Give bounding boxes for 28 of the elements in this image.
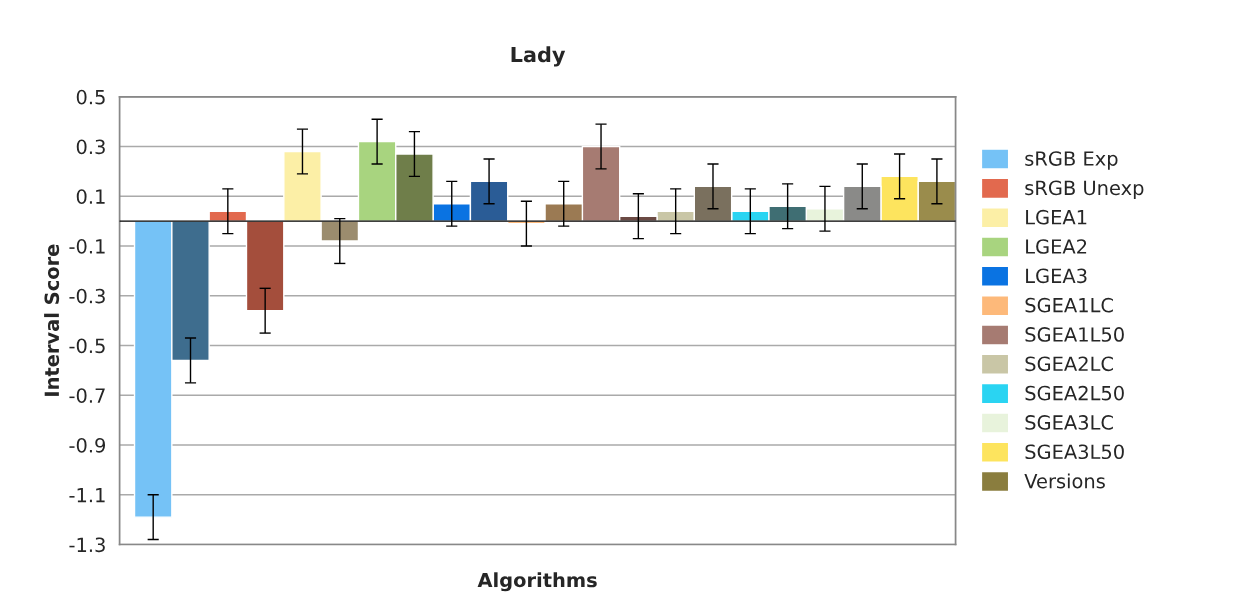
y-tick-label: -0.1 (69, 238, 105, 254)
y-tick-label: -0.9 (69, 437, 106, 453)
legend-label: LGEA1 (1026, 209, 1087, 225)
legend-label: LGEA2 (1026, 239, 1087, 254)
bar (320, 220, 360, 242)
bar (245, 220, 285, 312)
legend-label: SGEA1L50 (1025, 327, 1124, 342)
y-tick-label: -0.7 (69, 388, 105, 403)
legend-label: SGEA3LC (1025, 415, 1113, 430)
legend-label: LGEA3 (1026, 268, 1087, 284)
y-tick-label: -1.3 (69, 537, 105, 553)
legend-label: SGEA2L50 (1025, 385, 1124, 401)
y-tick-label: -1.1 (69, 487, 105, 503)
x-axis-title: Algorithms (477, 572, 597, 592)
legend-label: SGEA3L50 (1025, 444, 1124, 460)
y-axis-title: Interval Score (44, 244, 60, 396)
y-tick-label: 0.5 (76, 89, 105, 105)
bar (283, 150, 322, 222)
y-tick-label: -0.3 (69, 288, 105, 304)
y-tick-label: -0.5 (69, 338, 105, 354)
legend-label: SGEA2LC (1025, 356, 1113, 372)
legend-label: sRGB Exp (1025, 151, 1118, 170)
legend-label: SGEA1LC (1025, 297, 1113, 313)
legend-label: sRGB Unexp (1025, 180, 1144, 199)
legend-label: Versions (1024, 473, 1105, 489)
y-tick-label: 0.3 (76, 139, 105, 155)
chart-title: Lady (511, 46, 566, 67)
y-tick-label: 0.1 (76, 189, 105, 204)
